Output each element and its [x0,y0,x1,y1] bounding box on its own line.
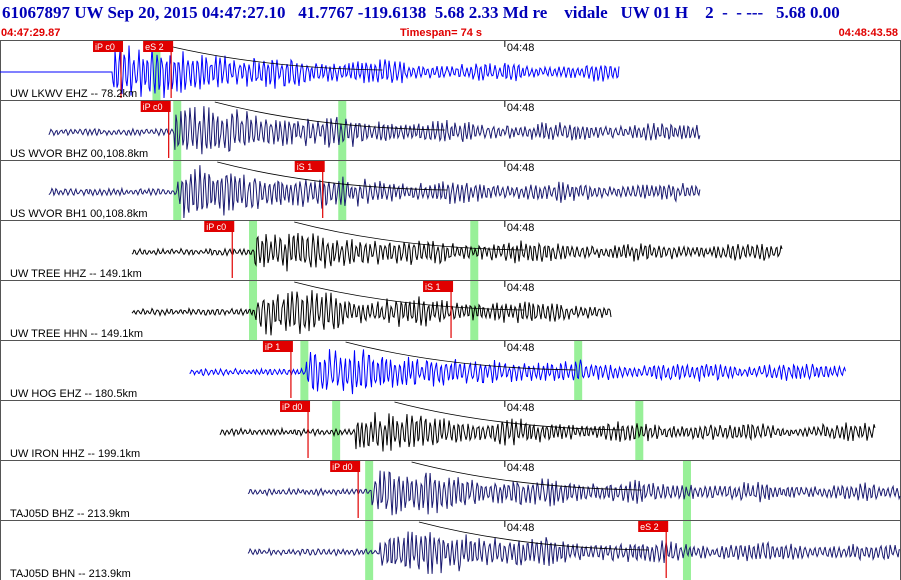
waveform-line [131,290,612,336]
pick-label: iP c0 [95,42,115,52]
arrival-window [365,521,374,580]
pick-label: iP d0 [282,402,302,412]
end-time: 04:48:43.58 [838,27,898,39]
time-marker-label: 04:48 [507,102,535,114]
waveform-line [189,349,846,395]
trace-label: TAJ05D BHZ -- 213.9km [10,508,130,520]
timespan-label: Timespan= 74 s [400,27,483,39]
traveltime-curve [418,521,649,551]
pick-flag [262,341,293,352]
traveltime-curve [411,461,642,491]
time-marker-label: 04:48 [507,342,535,354]
trace-label: UW HOG EHZ -- 180.5km [10,388,137,400]
pick-label: iP c0 [206,222,226,232]
pick-flag [330,461,361,472]
traveltime-curve [294,281,525,311]
pick-label: iP d0 [332,462,352,472]
pick-label: eS 2 [640,522,659,532]
event-title: 61067897 UW Sep 20, 2015 04:47:27.10 41.… [2,3,840,22]
waveform-line [247,531,901,574]
trace-label: UW TREE HHN -- 149.1km [10,328,143,340]
waveform-line [219,412,876,452]
waveform-line [48,106,701,155]
trace-label: UW TREE HHZ -- 149.1km [10,268,142,280]
waveform-line [131,232,783,272]
pick-flag [294,161,325,172]
traveltime-curve [394,401,625,431]
trace-label: TAJ05D BHN -- 213.9km [10,568,131,580]
waveform-line [247,470,901,516]
arrival-window [574,341,583,400]
traveltime-curve [345,341,576,371]
trace-label: US WVOR BH1 00,108.8km [10,208,148,220]
traveltime-curve [152,41,383,71]
pick-flag [423,281,454,292]
pick-flag [638,521,669,532]
pick-flag [93,41,124,52]
pick-flag [280,401,311,412]
pick-flag [140,101,171,112]
pick-label: eS 2 [145,42,164,52]
pick-flag [143,41,174,52]
time-header: 04:47:29.87 Timespan= 74 s 04:48:43.58 [0,26,901,40]
arrival-window [152,41,161,100]
pick-label: iS 1 [425,282,441,292]
waveform-line [48,165,701,219]
arrival-window [300,341,309,400]
time-marker-label: 04:48 [507,402,535,414]
pick-flag [204,221,235,232]
trace-label: US WVOR BHZ 00,108.8km [10,148,148,160]
trace-label: UW LKWV EHZ -- 78.2km [10,88,137,100]
start-time: 04:47:29.87 [1,27,61,39]
time-marker-label: 04:48 [507,222,535,234]
traveltime-curve [214,101,445,131]
time-marker-label: 04:48 [507,162,535,174]
arrival-window [365,461,374,520]
arrival-window [635,401,644,460]
time-marker-label: 04:48 [507,42,535,54]
time-marker-label: 04:48 [507,282,535,294]
waveform-line [0,45,620,99]
trace-label: UW IRON HHZ -- 199.1km [10,448,140,460]
pick-label: iS 1 [297,162,313,172]
traveltime-curve [217,161,448,191]
time-marker-label: 04:48 [507,462,535,474]
traveltime-curve [294,221,525,251]
pick-label: iP c0 [143,102,163,112]
time-marker-label: 04:48 [507,522,535,534]
seismogram-plot[interactable]: iP c0 eS 2 04:48 UW LKWV EHZ -- 78.2km iP c0… [0,40,901,580]
pick-label: iP 1 [265,342,280,352]
